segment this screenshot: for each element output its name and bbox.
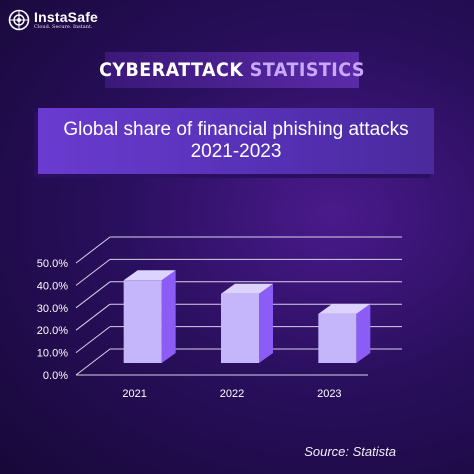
brand-tagline: Cloud. Secure. Instant. (34, 24, 93, 30)
x-tick-label: 2021 (122, 388, 146, 400)
y-tick-label: 50.0% (37, 258, 68, 270)
grid-diagonal (75, 326, 111, 353)
shield-globe-icon (8, 9, 30, 31)
x-tick-label: 2023 (317, 388, 341, 400)
brand-name: InstaSafe (34, 9, 99, 25)
y-tick-label: 40.0% (37, 280, 68, 292)
bar-2022 (221, 293, 259, 363)
bar-side-2022 (259, 283, 273, 363)
grid-diagonal (75, 259, 111, 286)
x-tick-label: 2022 (220, 388, 244, 400)
bar-chart: 0.0% 10.0% 20.0% 30.0% 40.0% 50.0% 2021 2022 202… (37, 236, 402, 400)
chart-title-box: Global share of financial phishing attac… (38, 108, 434, 174)
y-tick-label: 0.0% (43, 370, 68, 382)
y-tick-label: 20.0% (37, 325, 68, 337)
headline-word-1: CYBERATTACK (99, 59, 244, 81)
bar-top-2022 (221, 283, 273, 294)
bar-top-2021 (123, 270, 176, 281)
bar-2021 (123, 280, 162, 363)
grid-diagonal (75, 236, 111, 264)
bar-2023 (318, 313, 357, 363)
grid-diagonal (75, 281, 111, 309)
bar-side-2023 (356, 303, 371, 363)
grid-diagonal (75, 303, 111, 331)
source-credit: Source: Statista (304, 444, 396, 459)
brand-logo: InstaSafe Cloud. Secure. Instant. (8, 6, 98, 34)
y-tick-label: 10.0% (37, 348, 68, 360)
chart-title: Global share of financial phishing attac… (63, 119, 409, 162)
grid-diagonal (75, 348, 111, 376)
page-headline: CYBERATTACK STATISTICS (99, 52, 364, 88)
bar-side-2021 (161, 270, 176, 363)
y-tick-label: 30.0% (37, 303, 68, 315)
headline-word-2: STATISTICS (249, 59, 365, 81)
bar-top-2023 (318, 303, 371, 314)
